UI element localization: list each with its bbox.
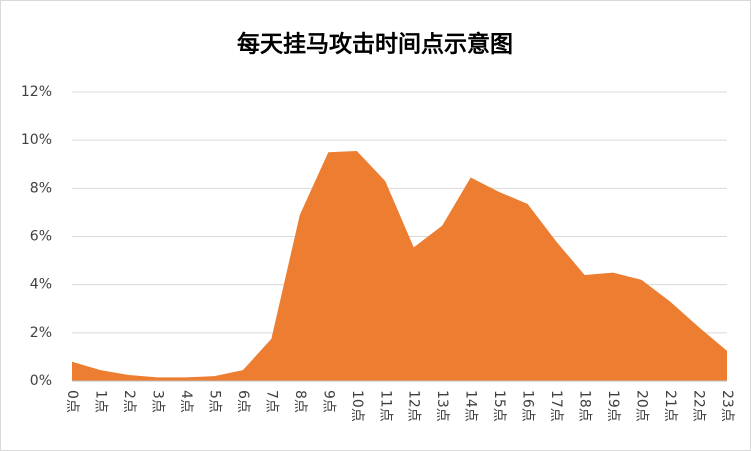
x-tick-label: 8点 [292, 390, 308, 413]
x-tick-label: 4点 [178, 390, 194, 413]
x-tick-label: 1点 [92, 390, 108, 413]
x-tick-label: 0点 [64, 390, 80, 413]
y-tick-label: 6% [30, 229, 52, 245]
x-tick-label: 21点 [662, 390, 678, 422]
x-tick-label: 19点 [605, 390, 621, 422]
y-tick-label: 0% [30, 373, 52, 389]
x-tick-label: 15点 [491, 390, 507, 422]
y-tick-label: 12% [21, 84, 52, 100]
x-tick-label: 10点 [349, 390, 365, 422]
x-tick-label: 20点 [634, 390, 650, 422]
x-tick-label: 7点 [263, 390, 279, 413]
y-tick-label: 10% [21, 132, 52, 148]
x-tick-label: 18点 [577, 390, 593, 422]
x-tick-label: 3点 [149, 390, 165, 413]
x-tick-label: 16点 [520, 390, 536, 422]
area [72, 151, 727, 381]
x-tick-label: 14点 [463, 390, 479, 422]
y-tick-label: 4% [30, 277, 52, 293]
x-tick-label: 6点 [235, 390, 251, 413]
x-tick-label: 9点 [320, 390, 336, 413]
x-tick-label: 13点 [434, 390, 450, 422]
chart-title: 每天挂马攻击时间点示意图 [237, 31, 513, 58]
y-tick-label: 2% [30, 325, 52, 341]
y-tick-label: 8% [30, 180, 52, 196]
x-tick-label: 17点 [548, 390, 564, 422]
x-tick-label: 5点 [206, 390, 222, 413]
x-tick-label: 23点 [719, 390, 735, 422]
x-tick-label: 22点 [691, 390, 707, 422]
x-tick-label: 2点 [121, 390, 137, 413]
x-tick-label: 11点 [377, 390, 393, 422]
x-tick-label: 12点 [406, 390, 422, 422]
